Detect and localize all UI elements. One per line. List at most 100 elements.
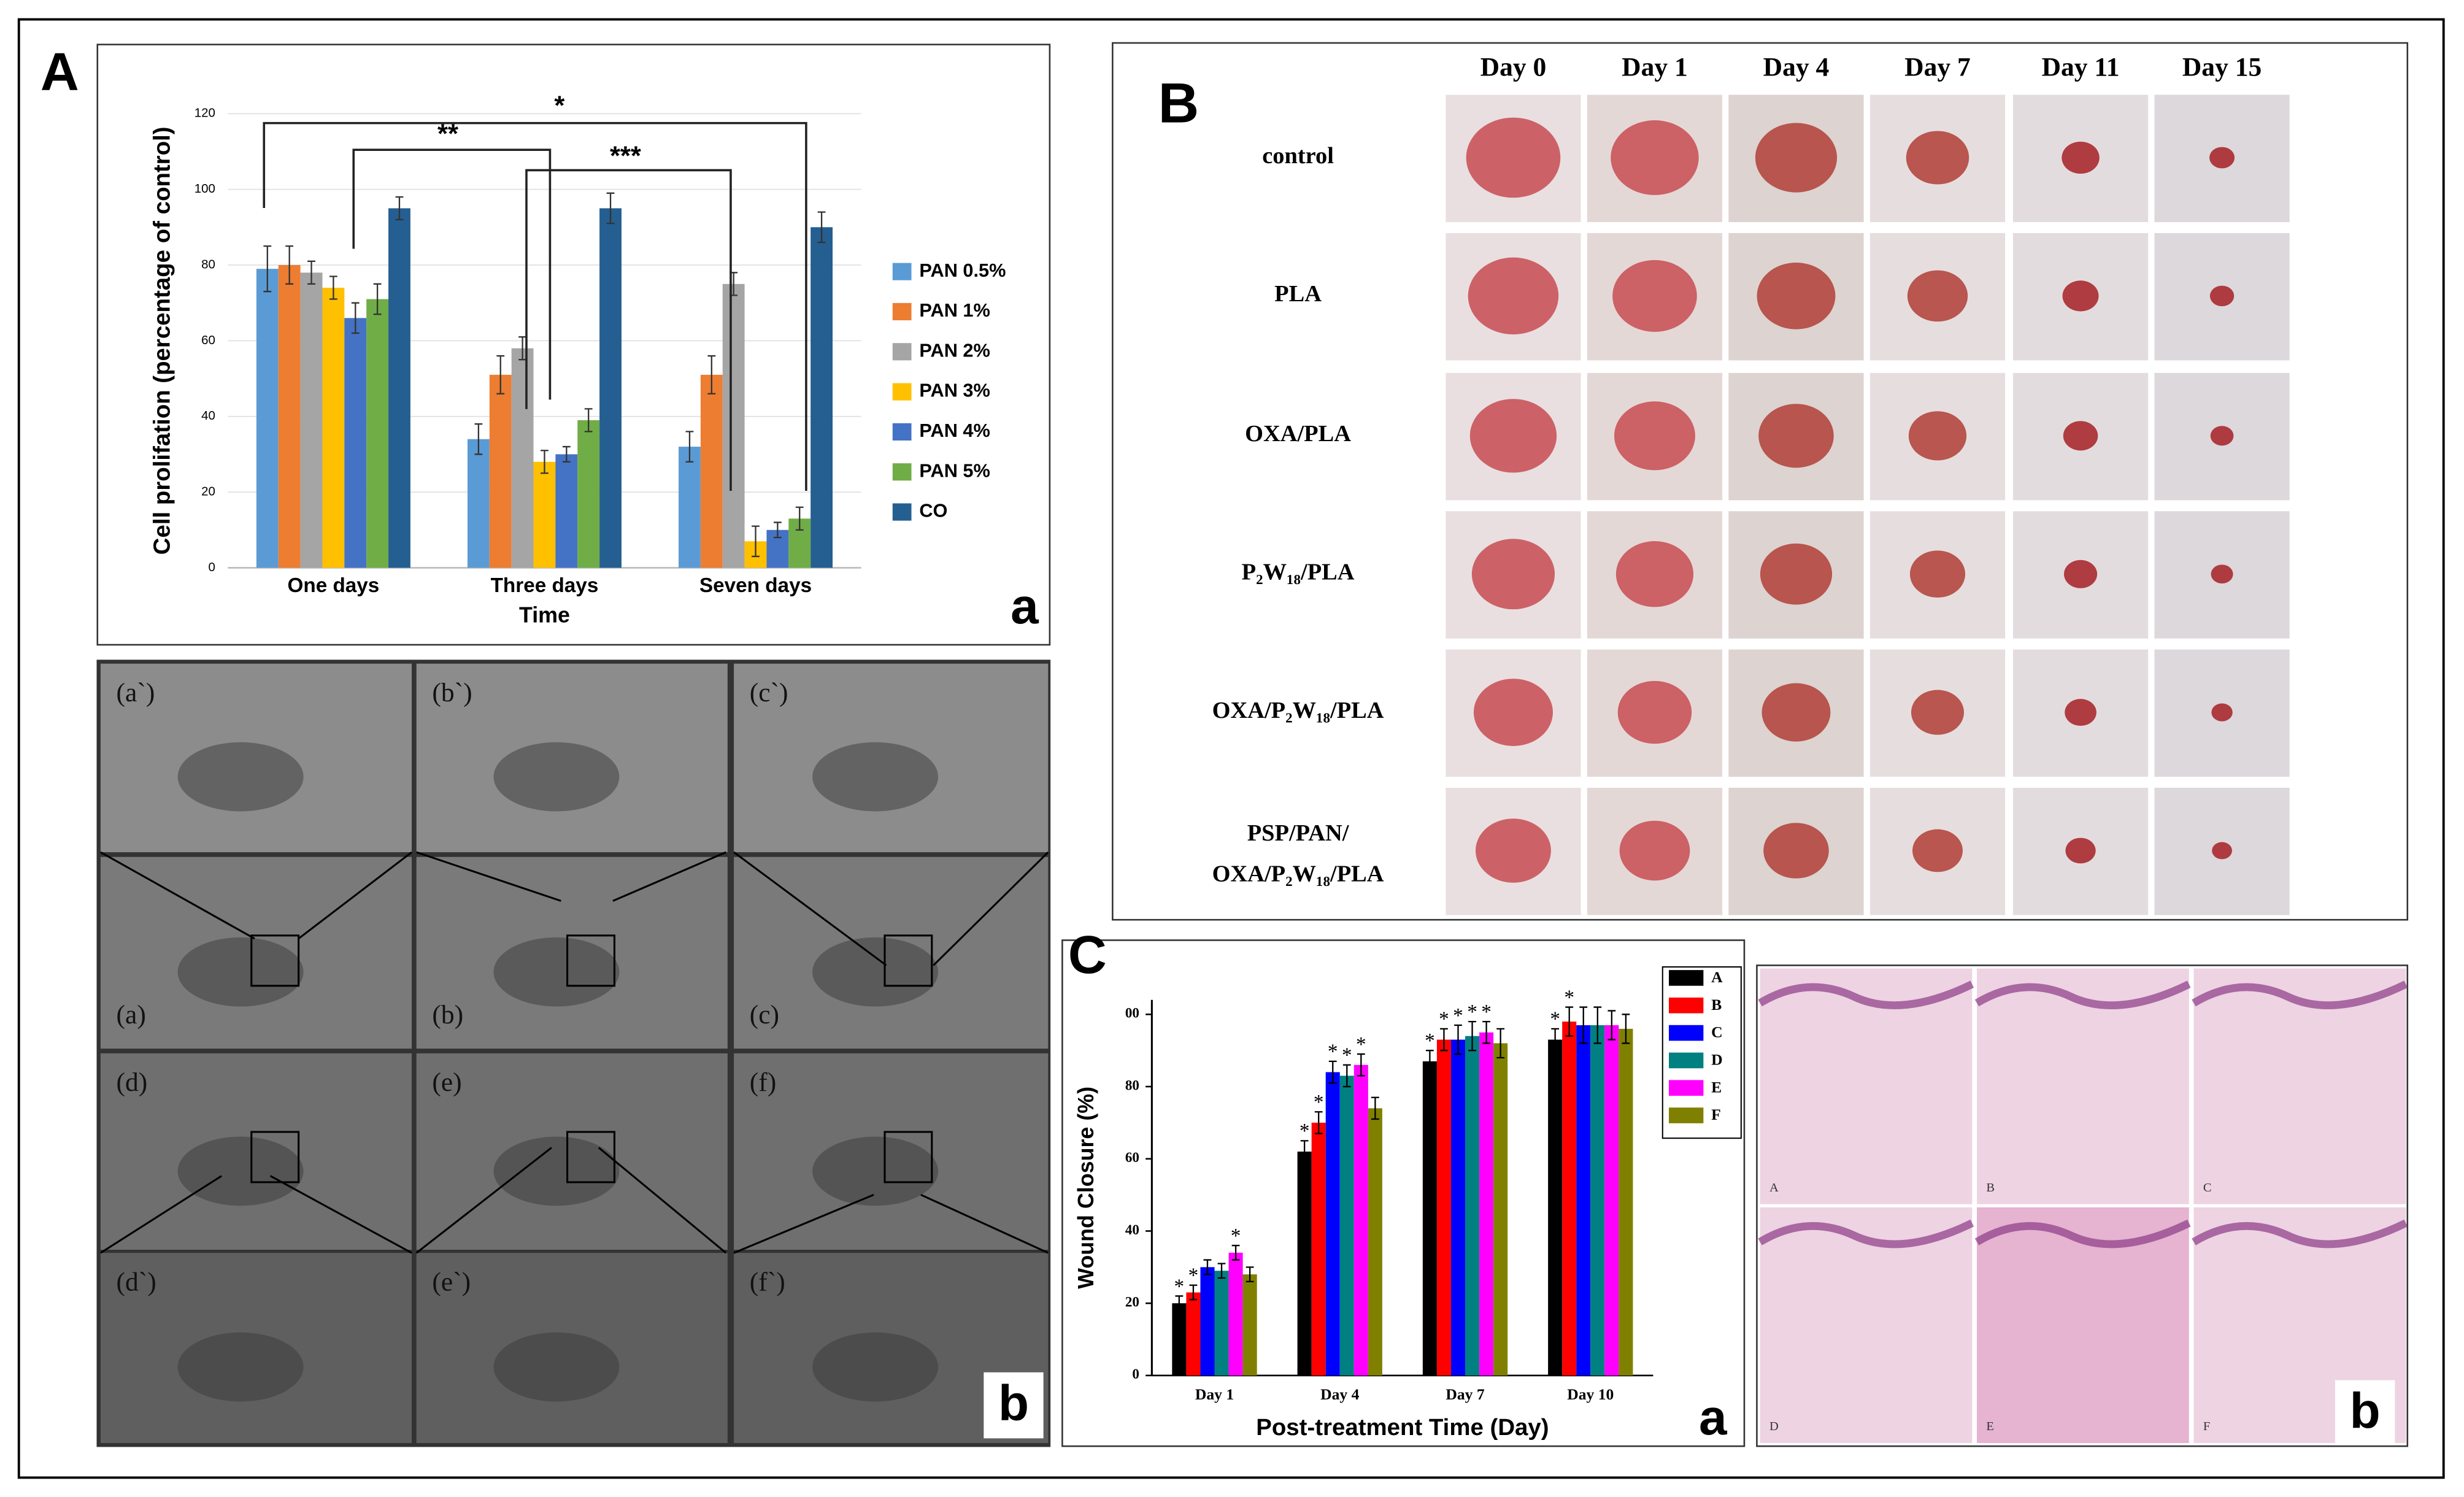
significance-bracket xyxy=(263,121,807,491)
bar xyxy=(300,272,323,568)
y-tick-label: 40 xyxy=(201,409,215,423)
sem-label: (c) xyxy=(750,1000,779,1029)
error-bar xyxy=(1342,1064,1351,1088)
sem-label: (f`) xyxy=(750,1267,785,1296)
histology-label: F xyxy=(2203,1420,2210,1433)
y-tick-label: 100 xyxy=(194,182,215,196)
bar xyxy=(256,269,279,568)
significance-star: * xyxy=(1174,1275,1185,1298)
legend-swatch xyxy=(892,383,912,401)
bar xyxy=(1186,1292,1201,1376)
error-bar xyxy=(1565,1006,1574,1037)
significance-bracket xyxy=(352,148,552,400)
error-bar xyxy=(1217,1263,1226,1279)
sem-feature xyxy=(177,1136,304,1206)
error-bar xyxy=(263,245,272,293)
sem-label: (f) xyxy=(750,1068,777,1097)
sem-zoom-line xyxy=(733,1193,1049,1254)
wound xyxy=(1615,541,1694,607)
legend-label: PAN 4% xyxy=(919,420,990,441)
error-bar xyxy=(1454,1024,1462,1055)
error-bar xyxy=(1371,1096,1379,1120)
y-tick-label: 20 xyxy=(201,484,215,498)
error-bar xyxy=(496,355,505,394)
error-bar xyxy=(1203,1259,1212,1276)
sem-feature xyxy=(812,1332,939,1402)
significance-star: * xyxy=(1188,1264,1199,1287)
error-bar xyxy=(1314,1111,1323,1134)
sem-zoom-box xyxy=(250,1131,300,1183)
bar xyxy=(366,299,389,568)
panel-sublabel: a xyxy=(1699,1390,1728,1445)
x-tick-label: Day 1 xyxy=(1195,1385,1234,1403)
bar xyxy=(1339,1076,1354,1376)
y-tick-label: 00 xyxy=(1125,1005,1139,1021)
legend-label: PAN 0.5% xyxy=(919,260,1006,281)
histology-epidermis xyxy=(2192,1219,2408,1249)
sem-zoom-line xyxy=(415,1147,727,1254)
legend-label: A xyxy=(1711,968,1723,986)
x-axis-label: Time xyxy=(519,602,570,627)
legend-swatch xyxy=(892,463,912,481)
bar xyxy=(1590,1025,1605,1376)
bar xyxy=(599,208,622,568)
histology-image xyxy=(1760,1207,1973,1444)
wound xyxy=(1619,820,1690,881)
x-tick-label: Seven days xyxy=(699,574,812,597)
bar xyxy=(1353,1064,1368,1376)
error-bar xyxy=(1440,1028,1448,1052)
wound xyxy=(2062,280,2099,312)
error-bar xyxy=(1482,1020,1491,1044)
bar xyxy=(388,208,410,568)
day-header: Day 4 xyxy=(1763,53,1830,82)
histology-label: C xyxy=(2203,1181,2212,1195)
sem-feature xyxy=(493,1136,620,1206)
wound xyxy=(1908,411,1967,461)
histology-label: A xyxy=(1769,1181,1779,1195)
bar xyxy=(810,227,833,568)
sem-label: (e) xyxy=(432,1068,461,1097)
x-tick-label: Day 10 xyxy=(1567,1385,1614,1403)
x-tick-label: One days xyxy=(287,574,379,597)
bar xyxy=(1465,1036,1480,1376)
bar xyxy=(467,439,490,568)
sem-label: (b) xyxy=(432,1000,463,1029)
legend-label: PAN 3% xyxy=(919,380,990,401)
bar xyxy=(1450,1039,1466,1376)
significance-label: *** xyxy=(610,141,641,171)
day-header: Day 0 xyxy=(1480,53,1547,82)
wound xyxy=(1760,543,1833,605)
sem-feature xyxy=(812,1136,939,1206)
wound xyxy=(1763,823,1829,879)
bar xyxy=(722,283,745,568)
error-bar xyxy=(1189,1284,1198,1301)
error-bar xyxy=(541,450,549,474)
histology-image xyxy=(1977,1207,2189,1444)
error-bar xyxy=(1245,1266,1254,1283)
error-bar xyxy=(373,283,382,315)
sem-feature xyxy=(812,937,939,1007)
error-bar xyxy=(1300,1140,1309,1163)
bar xyxy=(1228,1252,1243,1376)
bar xyxy=(1604,1025,1619,1376)
y-tick-label: 0 xyxy=(208,560,215,574)
significance-star: * xyxy=(1439,1008,1449,1031)
panel-sublabel: b xyxy=(2350,1383,2381,1439)
panel-sublabel: a xyxy=(1011,579,1039,634)
wound xyxy=(1758,404,1834,468)
sem-zoom-line xyxy=(416,851,726,902)
bar xyxy=(533,461,556,568)
wound xyxy=(2211,564,2233,584)
bar xyxy=(322,288,345,568)
significance-label: ** xyxy=(437,120,458,149)
x-tick-label: Day 7 xyxy=(1446,1385,1485,1403)
day-header: Day 1 xyxy=(1622,53,1688,82)
y-tick-label: 80 xyxy=(201,257,215,271)
error-bar xyxy=(1425,1050,1434,1073)
bar xyxy=(1325,1072,1340,1376)
histology-epidermis xyxy=(1758,1219,1974,1249)
significance-star: * xyxy=(1453,1004,1463,1027)
wound xyxy=(2211,703,2233,722)
legend-swatch xyxy=(1669,997,1704,1014)
error-bar xyxy=(562,445,571,463)
